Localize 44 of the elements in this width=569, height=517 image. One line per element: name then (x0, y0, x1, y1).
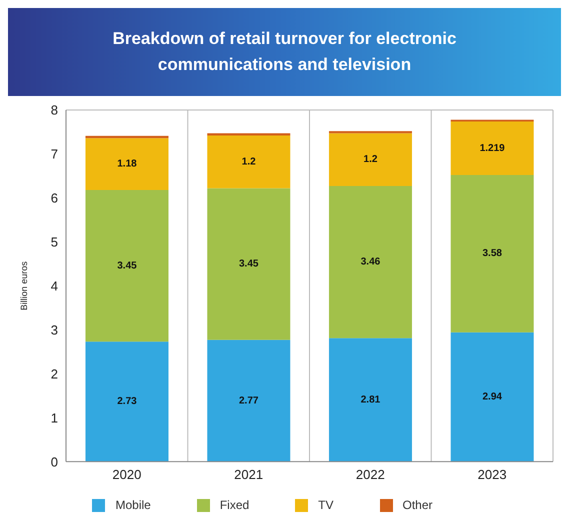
bar (328, 186, 412, 338)
x-tick-label: 2020 (112, 466, 142, 482)
x-tick-label: 2022 (356, 466, 385, 482)
data-label: 1.2 (242, 156, 256, 168)
y-tick-label: 0 (50, 454, 58, 470)
bar (207, 188, 290, 340)
y-tick-label: 8 (50, 102, 58, 118)
y-tick-label: 3 (50, 322, 58, 338)
data-label: 3.46 (360, 256, 381, 268)
y-tick-label: 5 (50, 234, 58, 250)
y-tick-label: 7 (50, 146, 58, 162)
x-tick-label: 2023 (478, 466, 507, 482)
chart-title: Breakdown of retail turnover for electronic communications and television (8, 8, 561, 96)
bar (85, 342, 168, 462)
data-label: 1.219 (480, 142, 506, 154)
data-label: 3.58 (482, 248, 502, 260)
data-label: 1.2 (364, 154, 378, 166)
y-tick-label: 6 (50, 190, 58, 206)
legend-label: Fixed (220, 498, 250, 512)
bar (450, 332, 534, 462)
legend-label: TV (318, 498, 334, 512)
x-tick-label: 2021 (234, 466, 264, 482)
data-label: 1.18 (117, 158, 138, 170)
bar (450, 121, 534, 176)
legend-label: Other (402, 498, 433, 512)
y-tick-label: 1 (50, 410, 58, 426)
bar (85, 138, 168, 190)
data-label: 2.77 (238, 395, 259, 406)
y-tick-label: 2 (50, 366, 58, 382)
data-label: 2.94 (482, 392, 502, 403)
bar (85, 190, 168, 342)
data-label: 2.73 (117, 396, 138, 408)
legend-label: Mobile (115, 498, 151, 512)
data-label: 2.81 (360, 394, 381, 406)
bar (207, 135, 290, 188)
bar (328, 338, 412, 462)
y-axis-title: Billion euros (19, 260, 30, 310)
bar (450, 175, 534, 332)
data-label: 3.45 (238, 258, 259, 270)
data-label: 3.45 (117, 260, 138, 272)
bar (328, 133, 412, 186)
bar (207, 340, 290, 462)
bar (85, 136, 168, 138)
y-tick-label: 4 (50, 278, 58, 294)
